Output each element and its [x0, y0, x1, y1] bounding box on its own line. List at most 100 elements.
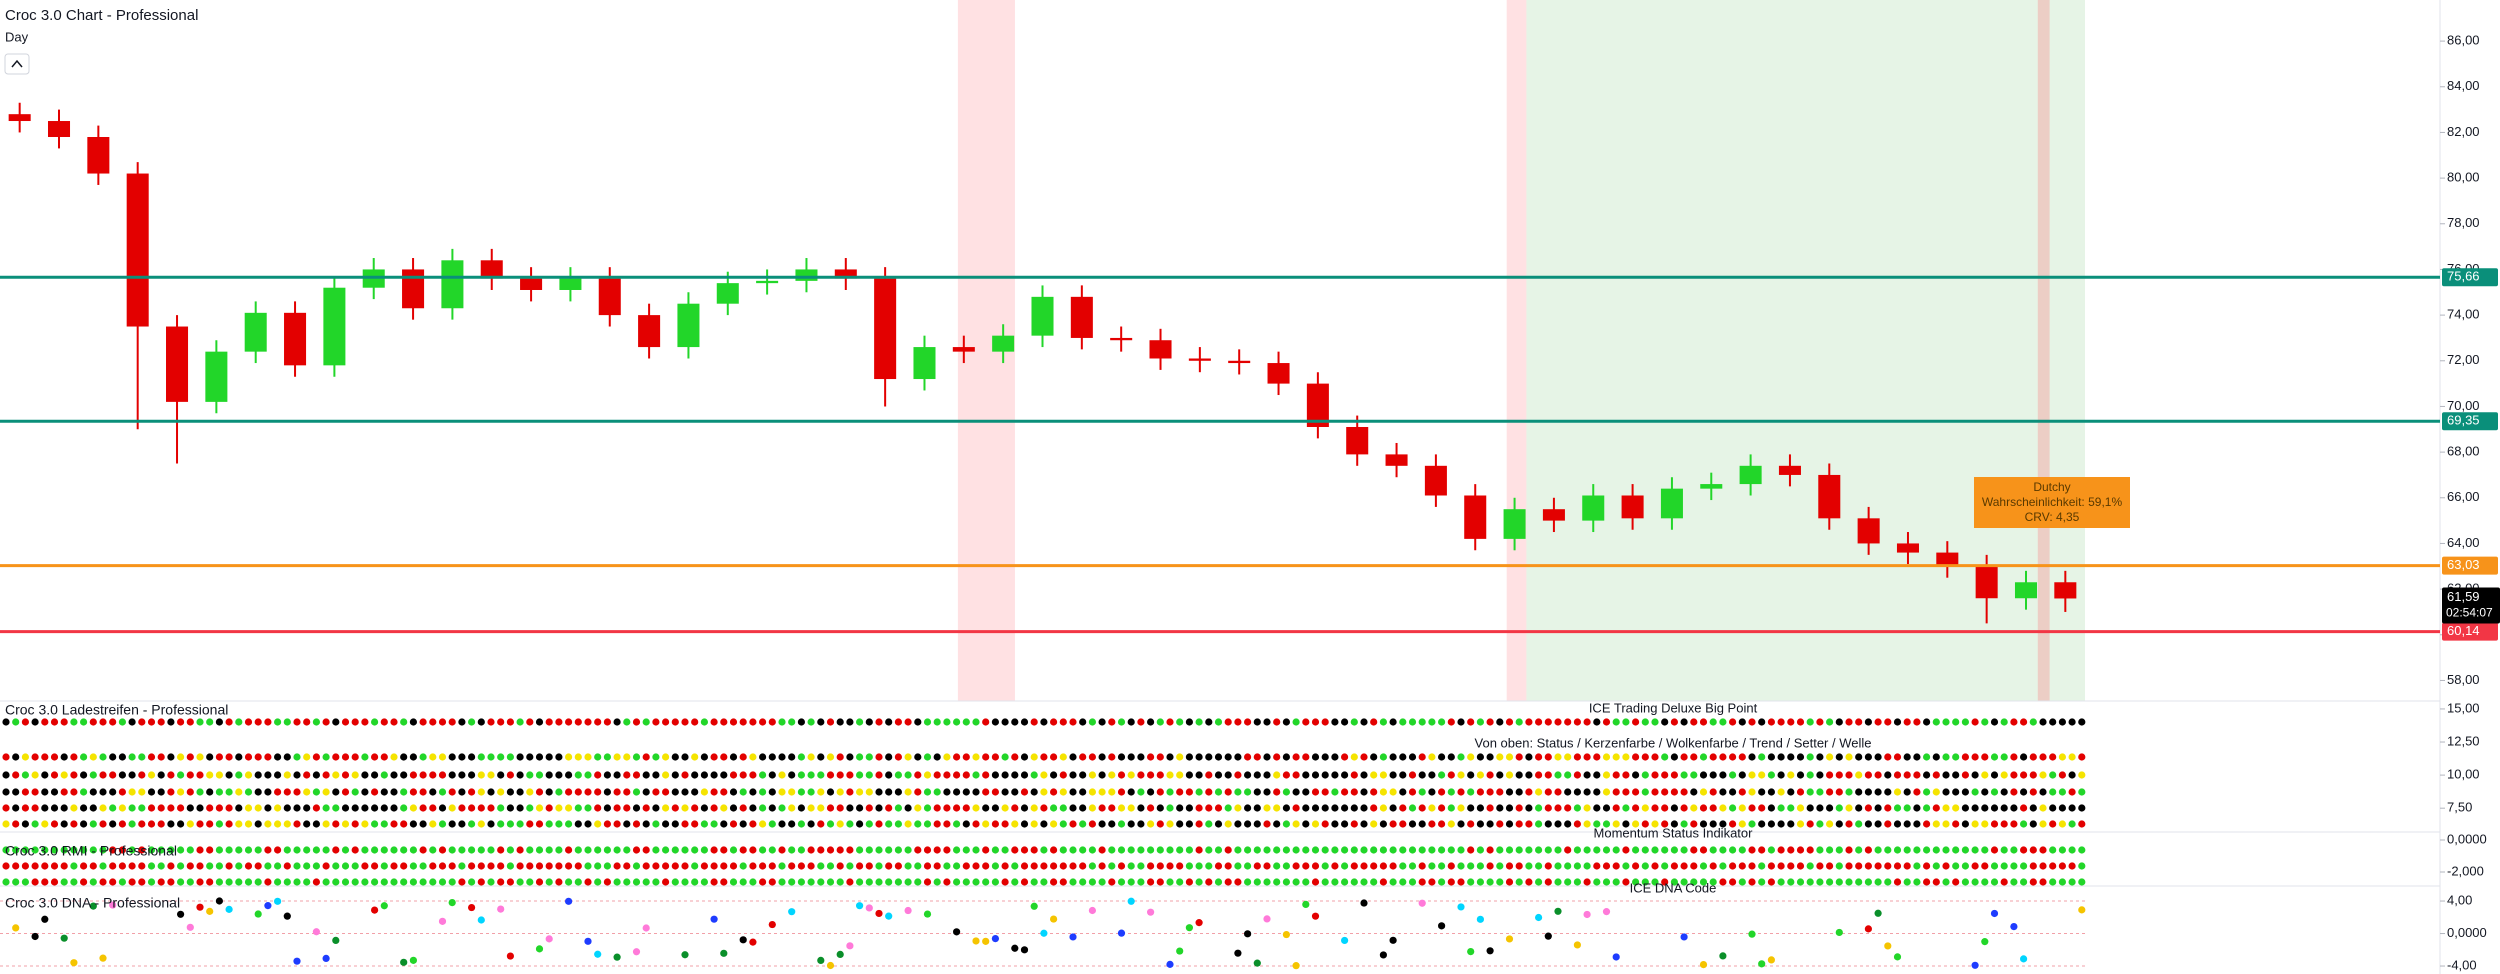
status-dot [419, 718, 427, 726]
momentum-dot [1816, 846, 1824, 854]
momentum-dot [1098, 862, 1106, 870]
dna-dot [1699, 961, 1708, 969]
status-dot [516, 753, 524, 761]
status-dot [400, 718, 408, 726]
status-dot [60, 718, 68, 726]
status-dot [1748, 820, 1756, 828]
status-dot [1845, 771, 1853, 779]
status-dot [2020, 804, 2028, 812]
status-dot [196, 804, 204, 812]
momentum-dot [1224, 846, 1232, 854]
status-dot [1874, 718, 1882, 726]
momentum-dot [177, 846, 185, 854]
status-dot [12, 753, 20, 761]
status-dot [1176, 820, 1184, 828]
momentum-dot [1496, 862, 1504, 870]
status-dot [2068, 820, 2076, 828]
dna-dot [1602, 908, 1611, 916]
status-dot [1632, 771, 1640, 779]
status-dot [283, 753, 291, 761]
status-dot [943, 820, 951, 828]
status-dot [1244, 718, 1252, 726]
status-dot [1971, 788, 1979, 796]
status-dot [2000, 788, 2008, 796]
dna-dot [1486, 947, 1494, 955]
status-dot [341, 753, 350, 761]
status-dot [1214, 804, 1223, 812]
momentum-dot [1554, 846, 1562, 854]
status-dot [351, 788, 359, 796]
status-dot [147, 788, 156, 796]
status-dot [1767, 718, 1775, 726]
status-dot [729, 788, 738, 796]
status-dot [1981, 820, 1989, 828]
status-dot [1515, 753, 1523, 761]
dna-dot [254, 910, 262, 918]
status-dot [235, 753, 243, 761]
status-dot [1079, 771, 1087, 779]
status-dot [1942, 718, 1950, 726]
status-dot [235, 804, 243, 812]
candle-body [1188, 358, 1211, 361]
status-dot [1699, 718, 1708, 726]
status-dot [836, 788, 844, 796]
momentum-dot [1214, 878, 1223, 886]
status-dot [778, 804, 786, 812]
status-dot [526, 753, 534, 761]
momentum-dot [448, 878, 456, 886]
momentum-dot [109, 878, 117, 886]
candle-body [1346, 426, 1369, 455]
momentum-dot [1389, 862, 1397, 870]
status-dot [468, 718, 476, 726]
candle-body [1031, 296, 1054, 336]
status-dot [594, 771, 602, 779]
dna-dot [923, 910, 932, 918]
candle-body [1975, 566, 1998, 599]
momentum-dot [1418, 846, 1426, 854]
status-dot [1738, 753, 1746, 761]
momentum-dot [1379, 862, 1387, 870]
momentum-dot [1612, 862, 1620, 870]
status-dot [1505, 771, 1514, 779]
status-dot [1903, 771, 1911, 779]
status-dot [1573, 718, 1581, 726]
status-dot [1263, 788, 1271, 796]
status-dot [1467, 718, 1475, 726]
status-dot [1981, 788, 1989, 796]
momentum-dot [1845, 846, 1853, 854]
momentum-dot [361, 862, 369, 870]
status-dot [1913, 771, 1921, 779]
momentum-dot [1408, 862, 1417, 870]
status-dot [2010, 820, 2018, 828]
momentum-dot [1088, 862, 1096, 870]
status-dot [1176, 718, 1184, 726]
status-dot [1787, 771, 1795, 779]
dna-dot [1117, 929, 1126, 937]
status-dot [1263, 820, 1271, 828]
status-dot [1874, 771, 1882, 779]
status-dot [1127, 804, 1135, 812]
status-dot [574, 718, 582, 726]
status-dot [1990, 718, 1999, 726]
status-dot [1040, 753, 1048, 761]
status-dot [1864, 804, 1872, 812]
status-dot [264, 788, 272, 796]
status-dot [1612, 804, 1620, 812]
collapse-button[interactable] [4, 53, 30, 75]
status-dot [603, 771, 612, 779]
status-dot [1767, 753, 1775, 761]
status-dot [31, 753, 39, 761]
momentum-dot [1001, 846, 1009, 854]
status-dot [1447, 820, 1455, 828]
y-tick-label: 12,50 [2447, 733, 2480, 748]
status-dot [1108, 820, 1116, 828]
status-dot [235, 820, 243, 828]
status-dot [1554, 820, 1562, 828]
status-dot [371, 771, 379, 779]
status-dot [332, 771, 340, 779]
status-dot [865, 771, 873, 779]
status-dot [1137, 820, 1145, 828]
level-tag [2442, 412, 2498, 431]
candle-body [1857, 518, 1880, 544]
